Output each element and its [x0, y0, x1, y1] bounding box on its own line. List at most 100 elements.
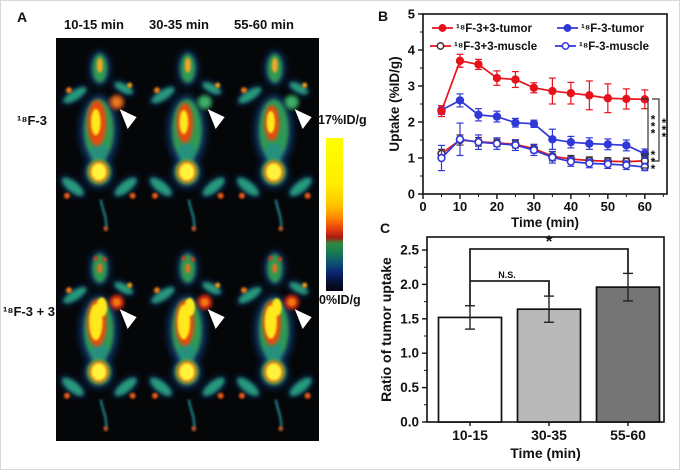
b-y-tick-label: 2 — [408, 115, 415, 130]
pet-scan-mouse — [148, 250, 226, 431]
tumor-arrowhead-icon — [119, 309, 137, 330]
mouse-tail — [187, 199, 196, 231]
b-x-tick-label: 40 — [564, 199, 578, 214]
b-legend-item: ¹⁸F-3-muscle — [555, 41, 649, 53]
colorbar — [326, 138, 343, 291]
b-data-point — [455, 135, 465, 145]
b-data-point — [566, 154, 576, 164]
b-significance-label: * — [662, 123, 667, 137]
b-data-point — [529, 119, 539, 129]
b-significance-bracket — [641, 155, 649, 169]
b-data-point — [529, 83, 539, 93]
c-y-tick-label: 2.0 — [400, 277, 419, 292]
mouse-tail — [274, 399, 283, 431]
c-y-tick-label: 1.5 — [400, 311, 419, 326]
b-data-point — [622, 94, 631, 104]
mouse-tail-spot — [278, 426, 284, 431]
tumor-arrowhead-icon — [119, 109, 137, 130]
b-data-point — [511, 75, 520, 84]
c-significance-bracket-ns — [470, 280, 550, 296]
c-significance-label-ns: N.S. — [498, 270, 516, 280]
colorbar-max-label: 17%ID/g — [318, 113, 367, 127]
b-data-point — [603, 157, 613, 166]
c-y-tick-label: 1.0 — [400, 346, 419, 361]
c-bar — [595, 286, 661, 423]
b-significance-label: * — [651, 148, 656, 162]
b-data-point — [455, 96, 465, 105]
c-bar — [516, 308, 582, 423]
panel-a-column-header-3: 55-60 min — [234, 17, 294, 32]
mouse-tail-spot — [278, 226, 284, 231]
tumor-arrowhead-icon — [295, 309, 312, 330]
b-data-point — [492, 73, 502, 83]
b-series-line — [440, 138, 645, 168]
mouse-core-layer — [63, 256, 136, 399]
panel-c-label: C — [380, 220, 391, 236]
b-series--F-3-3-tumor — [437, 53, 650, 118]
b-data-point — [511, 140, 520, 149]
b-data-point — [548, 86, 557, 96]
c-significance-bracket-star — [469, 248, 629, 306]
mouse-tail-spot — [191, 226, 196, 231]
tumor-core — [288, 298, 297, 307]
pet-scan-mouse — [235, 50, 314, 231]
b-legend-item: ¹⁸F-3+3-muscle — [430, 41, 537, 53]
b-series--F-3-tumor — [437, 93, 650, 159]
b-legend-marker — [563, 24, 572, 32]
b-significance-label: * — [651, 120, 656, 134]
b-x-tick-label: 60 — [638, 199, 652, 214]
b-data-point — [492, 138, 502, 148]
b-y-tick-label: 0 — [408, 187, 415, 202]
b-x-tick-label: 50 — [601, 199, 615, 214]
b-data-point — [603, 140, 613, 149]
b-data-point — [437, 149, 446, 158]
b-series-line — [440, 59, 645, 112]
pet-scan-mouse — [235, 250, 314, 431]
mouse-tail — [99, 399, 108, 431]
b-data-point — [437, 105, 446, 115]
b-data-point — [437, 153, 446, 163]
b-data-point — [585, 139, 594, 148]
b-data-point — [585, 91, 594, 100]
tumor-core — [200, 98, 209, 107]
pet-scan-mouse — [60, 50, 139, 231]
b-data-point — [640, 156, 650, 166]
mouse-core-layer — [63, 57, 136, 199]
mouse-tail-spot — [103, 226, 108, 231]
b-data-point — [640, 162, 650, 172]
b-data-point — [455, 56, 465, 65]
b-legend-label: ¹⁸F-3-tumor — [581, 23, 644, 35]
b-data-point — [566, 88, 576, 98]
b-data-point — [492, 139, 502, 148]
tumor-core — [112, 298, 121, 307]
b-data-point — [474, 137, 483, 147]
c-x-tick-label: 30-35 — [531, 427, 567, 443]
b-legend-marker — [436, 42, 445, 50]
mouse-tail — [187, 399, 196, 431]
b-x-tick-label: 30 — [527, 199, 541, 214]
b-legend-label: ¹⁸F-3-muscle — [579, 41, 649, 53]
tumor-core — [200, 298, 209, 307]
b-significance-label: * — [651, 155, 656, 169]
b-plot-frame — [422, 13, 668, 195]
panel-a-column-header-1: 10-15 min — [64, 17, 124, 32]
c-plot-frame — [426, 236, 665, 423]
b-y-axis-title: Uptake (%ID/g) — [387, 56, 402, 151]
b-y-tick-label: 1 — [408, 151, 415, 166]
b-data-point — [548, 152, 557, 161]
tumor-core — [112, 98, 121, 107]
mouse-core-layer — [151, 256, 224, 399]
tumor-arrowhead-icon — [295, 109, 312, 130]
b-significance-label: * — [651, 113, 656, 127]
mouse-tail — [274, 199, 283, 231]
mouse-tail — [99, 199, 108, 231]
mouse-tail-spot — [103, 426, 108, 431]
c-significance-label-star: * — [546, 232, 553, 251]
mouse-core-layer — [239, 256, 311, 399]
b-series--F-3-muscle — [437, 122, 650, 172]
b-data-point — [640, 95, 650, 104]
b-data-point — [474, 60, 483, 69]
b-legend-item: ¹⁸F-3+3-tumor — [432, 23, 533, 35]
b-x-axis-title: Time (min) — [511, 215, 579, 230]
